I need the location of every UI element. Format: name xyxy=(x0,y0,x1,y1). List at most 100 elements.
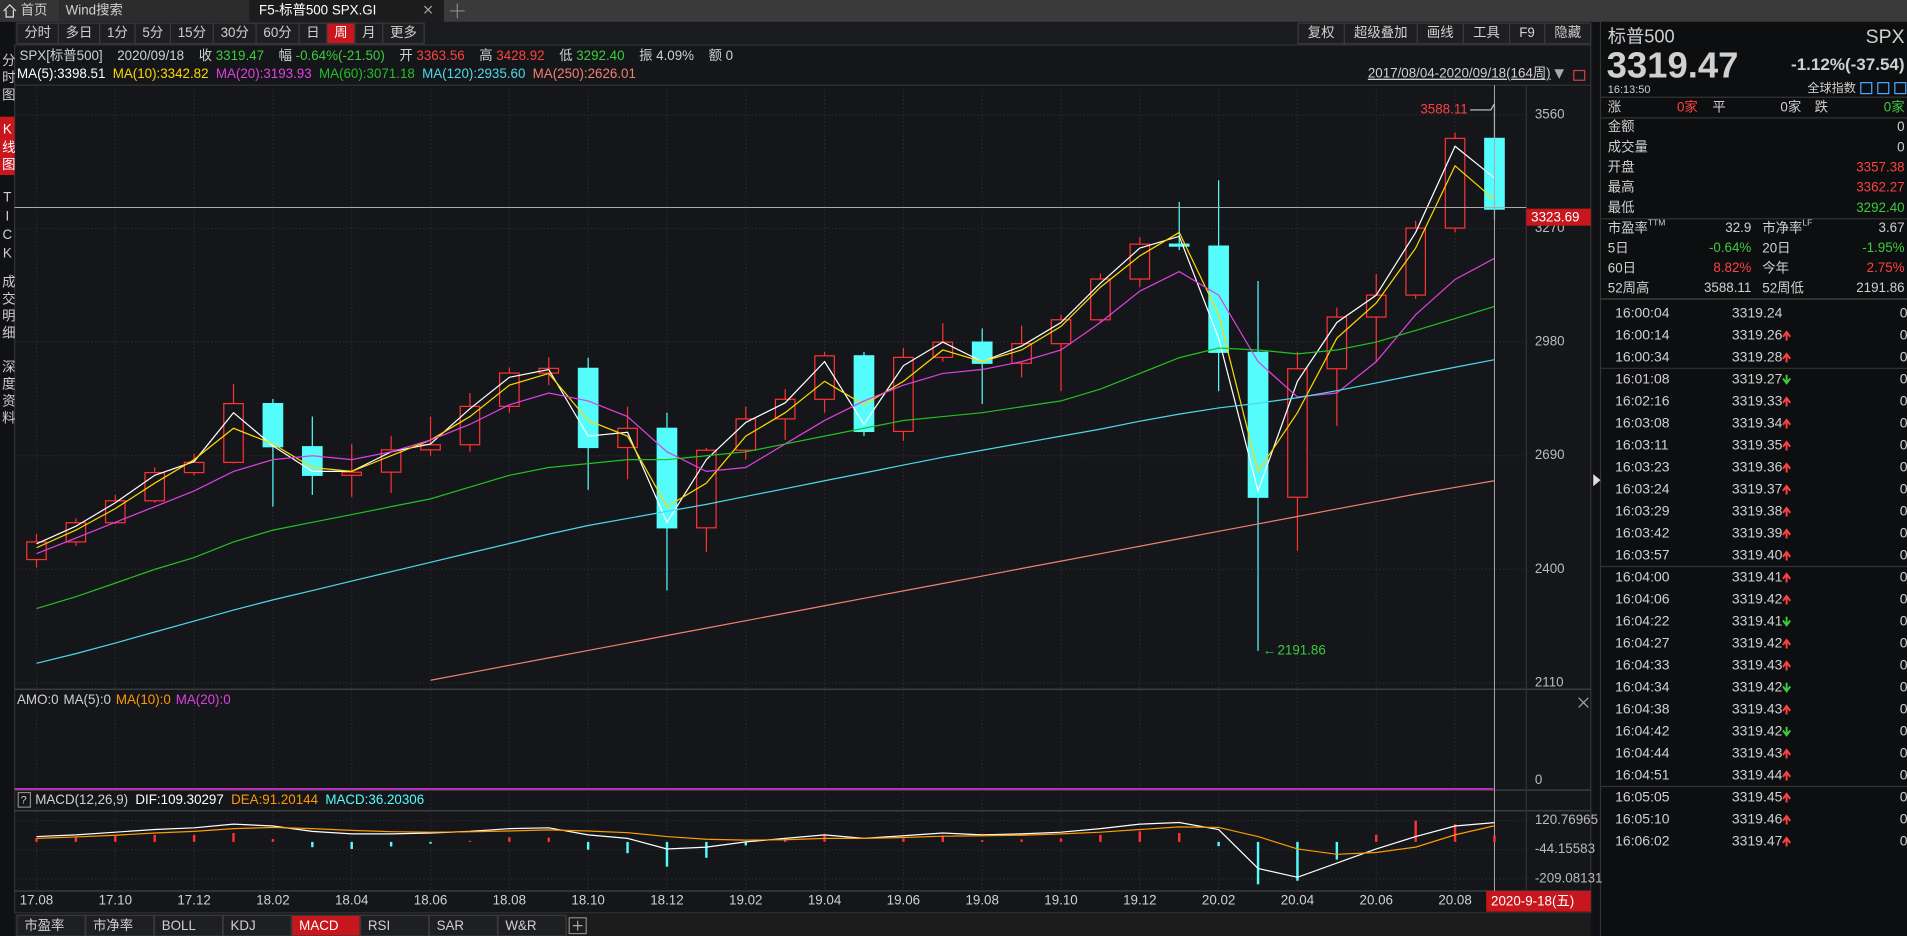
bottom-tab-label[interactable]: 市盈率 xyxy=(24,917,64,933)
stat-label-sup: LF xyxy=(1802,218,1812,228)
stat-label-text: 60日 xyxy=(1608,260,1636,275)
tick-up-arrow xyxy=(1782,506,1792,517)
tick-volume: 0 xyxy=(1900,678,1907,694)
tick-up-arrow xyxy=(1782,396,1792,407)
tick-price: 3319.43 xyxy=(1732,656,1783,672)
info-value: 3292.40 xyxy=(576,47,624,62)
add-tab[interactable] xyxy=(568,917,587,935)
tick-up-arrow xyxy=(1782,418,1792,429)
help-box[interactable] xyxy=(17,791,32,808)
tick-price: 3319.26 xyxy=(1732,326,1783,342)
range-dropdown[interactable] xyxy=(1554,69,1565,80)
tool-button-label: 超级叠加 xyxy=(1354,25,1407,40)
tick-up-arrow xyxy=(1782,594,1792,605)
tick-price: 3319.28 xyxy=(1732,348,1783,364)
info-value: -0.64%(-21.50) xyxy=(296,47,385,62)
stat-label-sup: TTM xyxy=(1648,218,1665,228)
stat-label-text: 市净率 xyxy=(1762,219,1802,235)
sidebar-tab[interactable]: 深度资料 xyxy=(0,360,15,428)
tick-volume: 0 xyxy=(1900,436,1907,452)
crosshair-price-box xyxy=(1526,208,1591,226)
tick-time: 16:04:33 xyxy=(1615,656,1670,672)
icon-button[interactable] xyxy=(1894,82,1907,95)
breadth-value: 0家 xyxy=(1780,99,1801,115)
home-tab[interactable] xyxy=(0,0,58,22)
bottom-tab-label[interactable]: 市净率 xyxy=(93,917,133,933)
tick-volume: 0 xyxy=(1900,414,1907,430)
close-panel[interactable] xyxy=(1578,697,1589,708)
sidebar-tab[interactable]: 分时图 xyxy=(0,53,15,104)
sidebar-tab[interactable]: TICK xyxy=(0,190,15,265)
info-label: 幅 xyxy=(279,47,292,62)
bottom-tab[interactable] xyxy=(497,914,567,936)
period-button-label: 60分 xyxy=(263,25,291,40)
tick-volume: 0 xyxy=(1900,700,1907,716)
candle-body xyxy=(1050,319,1072,345)
tick-price: 3319.42 xyxy=(1732,590,1783,606)
info-label: 振 xyxy=(639,47,652,62)
tool-button-label: 复权 xyxy=(1308,24,1335,40)
stat-label: 52周低 xyxy=(1762,280,1804,295)
lock-icon[interactable] xyxy=(1573,69,1586,81)
panel-toggle[interactable] xyxy=(1593,474,1601,487)
stat-value: 8.82% xyxy=(1713,260,1751,275)
sidebar-tab[interactable]: 成交明细 xyxy=(0,274,15,342)
stat-value: -1.95% xyxy=(1862,240,1904,255)
period-button-label: 15分 xyxy=(178,25,206,40)
ma-line xyxy=(36,305,1495,610)
tick-up-arrow xyxy=(1782,814,1792,825)
candle-body xyxy=(1365,294,1387,318)
tick-volume: 0 xyxy=(1900,326,1907,342)
bottom-tab-label[interactable]: MACD xyxy=(299,918,339,933)
new-tab[interactable] xyxy=(449,3,465,19)
tick-up-arrow xyxy=(1782,704,1792,715)
stat-value: 32.9 xyxy=(1725,220,1751,235)
bottom-tab-label[interactable]: RSI xyxy=(368,918,390,933)
tool-button[interactable] xyxy=(1297,22,1345,45)
sidebar-tab[interactable]: K线图 xyxy=(0,122,15,175)
bottom-tab-label[interactable]: SAR xyxy=(437,918,465,933)
candle-body xyxy=(735,418,757,451)
tick-volume: 0 xyxy=(1900,722,1907,738)
info-value: 3428.92 xyxy=(496,47,544,62)
bottom-tab-label[interactable]: BOLL xyxy=(162,918,196,933)
candle-body xyxy=(853,355,875,433)
icon-button[interactable] xyxy=(1860,82,1873,95)
tick-time: 16:04:00 xyxy=(1615,568,1670,584)
period-button[interactable] xyxy=(382,22,425,45)
candle-body xyxy=(420,444,441,451)
close-tab[interactable] xyxy=(424,5,433,14)
x-tick-label: 20.06 xyxy=(1360,892,1393,907)
sidebar-active[interactable] xyxy=(0,116,15,176)
bottom-tab-label[interactable]: W&R xyxy=(505,918,537,933)
candle-body xyxy=(656,427,678,529)
candle-body xyxy=(1405,227,1426,296)
high-annotation: 3588.11 xyxy=(1420,101,1467,116)
candle-body xyxy=(1326,316,1348,370)
tick-time: 16:04:44 xyxy=(1615,744,1670,760)
period-button-label: 更多 xyxy=(390,24,417,40)
legend-entry: MA(20):3193.93 xyxy=(216,66,312,81)
period-button-label: 日 xyxy=(306,25,319,40)
active-tab[interactable] xyxy=(249,0,444,22)
tick-volume: 0 xyxy=(1900,766,1907,782)
info-value: 3319.47 xyxy=(216,47,264,62)
breadth-value: 0家 xyxy=(1677,99,1698,115)
search-tab[interactable] xyxy=(58,0,250,22)
date-range[interactable]: 2017/08/04-2020/09/18(164周) xyxy=(1368,66,1551,81)
tick-up-arrow xyxy=(1782,572,1792,583)
bottom-tab-label[interactable]: KDJ xyxy=(230,918,255,933)
x-tick-label: 19.02 xyxy=(729,892,762,907)
stat-label: 52周高 xyxy=(1608,279,1650,295)
tick-volume: 0 xyxy=(1900,810,1907,826)
candle-body xyxy=(1090,278,1111,321)
amo-ma: MA(10):0 xyxy=(116,692,171,707)
icon-button[interactable] xyxy=(1877,82,1890,95)
macd-tick-label: -44.15583 xyxy=(1535,841,1595,856)
breadth-label: 跌 xyxy=(1815,100,1828,115)
candle-body xyxy=(774,398,796,420)
home-icon xyxy=(3,4,17,18)
quote-row-label: 开盘 xyxy=(1608,159,1635,175)
tick-volume: 0 xyxy=(1900,788,1907,804)
